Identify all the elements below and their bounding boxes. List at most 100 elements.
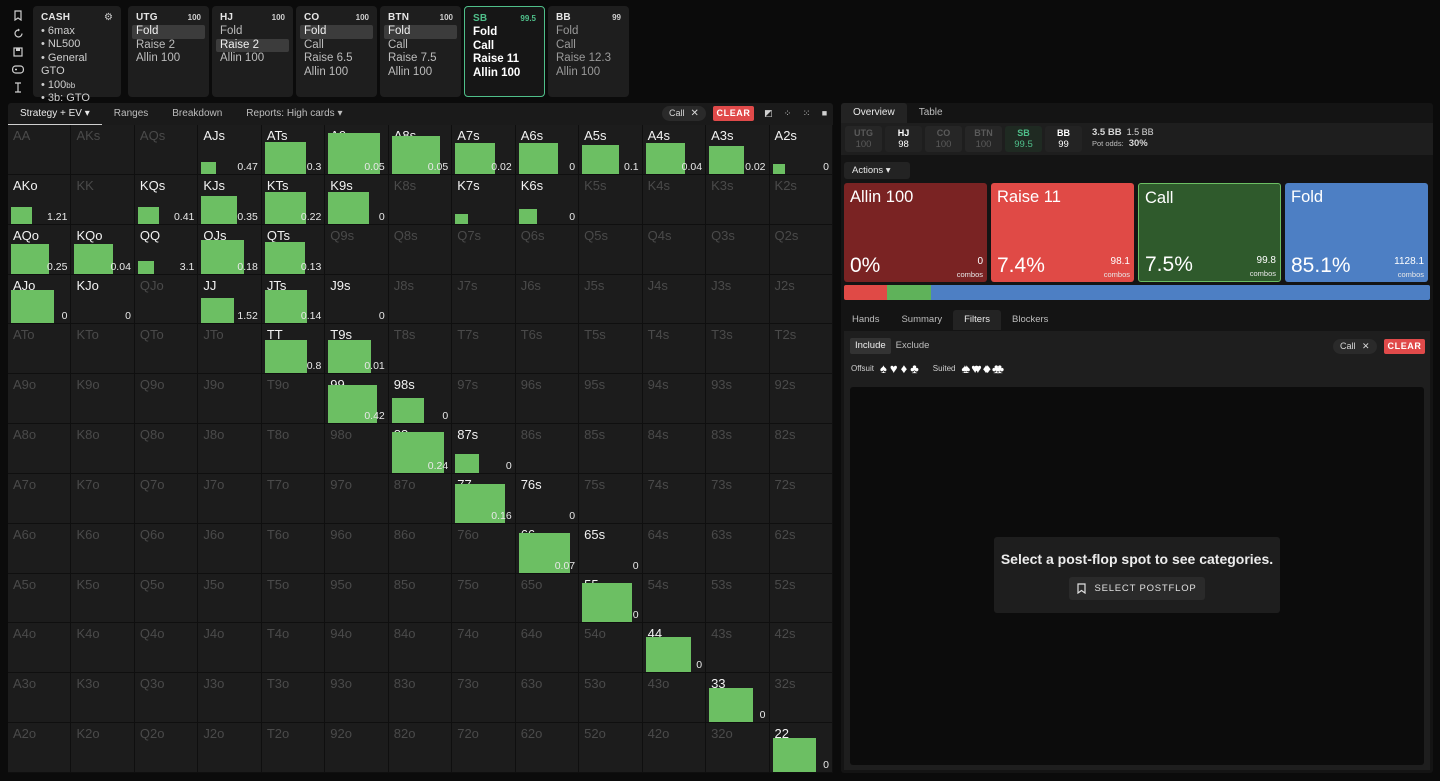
hand-cell[interactable]: 22 0 bbox=[769, 723, 833, 773]
hand-cell[interactable]: 96o bbox=[325, 523, 389, 574]
hand-cell[interactable]: QTs 0.13 bbox=[261, 224, 326, 275]
action-option[interactable]: Raise 12.3 bbox=[556, 52, 611, 64]
tab-ranges[interactable]: Ranges bbox=[113, 108, 149, 119]
grid-small-icon[interactable]: ⁘ bbox=[783, 108, 792, 118]
hand-cell[interactable]: T8o bbox=[261, 424, 326, 474]
hand-cell[interactable]: TT 0.8 bbox=[261, 324, 326, 375]
hand-cell[interactable]: K3o bbox=[71, 673, 135, 724]
hand-cell[interactable]: J9o bbox=[198, 374, 262, 425]
hand-cell[interactable]: 54o bbox=[579, 623, 643, 674]
hand-cell[interactable]: 32o bbox=[706, 723, 770, 773]
hand-cell[interactable]: 85s bbox=[579, 424, 643, 474]
gear-icon[interactable]: ⚙ bbox=[104, 12, 113, 23]
hand-cell[interactable]: T3o bbox=[261, 673, 326, 724]
hand-cell[interactable]: T7o bbox=[261, 473, 326, 524]
action-option[interactable]: Allin 100 bbox=[556, 65, 601, 78]
hand-cell[interactable]: 95s bbox=[579, 374, 643, 425]
hand-cell[interactable]: 660.07 bbox=[515, 523, 580, 574]
action-box-fold[interactable]: Fold 85.1% 1128.1 combos bbox=[1285, 183, 1428, 282]
hand-cell[interactable]: T5s bbox=[579, 324, 643, 375]
position-chip-bb[interactable]: BB 99 bbox=[1045, 126, 1082, 152]
refresh-icon[interactable] bbox=[10, 26, 26, 41]
hand-cell[interactable]: A3o bbox=[8, 673, 72, 724]
include-button[interactable]: Include bbox=[850, 338, 891, 354]
hand-cell[interactable]: 65o bbox=[515, 573, 580, 624]
hand-cell[interactable]: T9o bbox=[261, 374, 326, 425]
hand-cell[interactable]: JJ 1.52 bbox=[198, 274, 262, 325]
hand-cell[interactable]: J4s bbox=[642, 274, 707, 325]
tab-table[interactable]: Table bbox=[918, 107, 943, 118]
hand-cell[interactable]: 72o bbox=[452, 723, 516, 773]
hand-cell[interactable]: A7o bbox=[8, 473, 72, 524]
hand-cell[interactable]: 550 bbox=[579, 573, 643, 624]
hand-cell[interactable]: T4o bbox=[261, 623, 326, 674]
hand-cell[interactable]: A9o bbox=[8, 374, 72, 425]
hand-cell[interactable]: AKs bbox=[71, 125, 135, 175]
hand-cell[interactable]: 73s bbox=[706, 473, 770, 524]
hand-cell[interactable]: J8o bbox=[198, 424, 262, 474]
active-filter-chip[interactable]: Call ✕ bbox=[1333, 339, 1377, 354]
spade-pair-icon[interactable]: ♠♠ bbox=[961, 361, 970, 376]
hand-cell[interactable]: KQs 0.41 bbox=[134, 174, 199, 225]
hand-cell[interactable]: K3s bbox=[706, 174, 770, 225]
hand-cell[interactable]: 96s bbox=[515, 374, 580, 425]
diamond-pair-icon[interactable]: ♦♦ bbox=[982, 361, 992, 376]
hand-cell[interactable]: Q8s bbox=[388, 224, 453, 275]
hand-cell[interactable]: A5o bbox=[8, 573, 72, 624]
hand-cell[interactable]: AQo 0.25 bbox=[8, 224, 72, 275]
hand-cell[interactable]: KTo bbox=[71, 324, 135, 375]
hand-cell[interactable]: Q7o bbox=[134, 473, 199, 524]
hand-cell[interactable]: K9o bbox=[71, 374, 135, 425]
hand-cell[interactable]: 94s bbox=[642, 374, 707, 425]
hand-cell[interactable]: Q2s bbox=[769, 224, 833, 275]
tab-hands[interactable]: Hands bbox=[852, 314, 880, 325]
hand-cell[interactable]: A4s 0.04 bbox=[642, 125, 707, 175]
tab-overview[interactable]: Overview bbox=[841, 103, 907, 123]
hand-cell[interactable]: K2s bbox=[769, 174, 833, 225]
hand-cell[interactable]: 93o bbox=[325, 673, 389, 724]
action-option[interactable]: Raise 2 bbox=[136, 38, 175, 51]
exclude-button[interactable]: Exclude bbox=[895, 340, 930, 351]
hand-cell[interactable]: 990.42 bbox=[325, 374, 389, 425]
hand-cell[interactable]: T2s bbox=[769, 324, 833, 375]
hand-cell[interactable]: Q4o bbox=[134, 623, 199, 674]
grid-large-icon[interactable]: ■ bbox=[821, 108, 828, 118]
hand-cell[interactable]: K4o bbox=[71, 623, 135, 674]
hand-cell[interactable]: Q5s bbox=[579, 224, 643, 275]
hand-cell[interactable]: 84o bbox=[388, 623, 453, 674]
clear-filter-button[interactable]: CLEAR bbox=[1384, 339, 1425, 354]
hand-cell[interactable]: QJo bbox=[134, 274, 199, 325]
hand-cell[interactable]: J5o bbox=[198, 573, 262, 624]
hand-cell[interactable]: T7s bbox=[452, 324, 516, 375]
hand-cell[interactable]: K8o bbox=[71, 424, 135, 474]
position-card-co[interactable]: CO 100 Fold Call Raise 6.5 Allin 100 bbox=[296, 6, 377, 97]
tab-reports[interactable]: Reports: High cards ▾ bbox=[246, 108, 343, 119]
hand-cell[interactable]: T6o bbox=[261, 523, 326, 574]
hand-cell[interactable]: T8s bbox=[388, 324, 453, 375]
hand-cell[interactable]: 85o bbox=[388, 573, 453, 624]
hand-cell[interactable]: J8s bbox=[388, 274, 453, 325]
hand-cell[interactable]: 43o bbox=[642, 673, 707, 724]
action-option[interactable]: Allin 100 bbox=[220, 52, 265, 64]
hand-cell[interactable]: J7s bbox=[452, 274, 516, 325]
hand-cell[interactable]: T2o bbox=[261, 723, 326, 773]
action-option[interactable]: Raise 11 bbox=[473, 53, 520, 65]
hand-cell[interactable]: 65s 0 bbox=[579, 523, 643, 574]
hand-cell[interactable]: A8o bbox=[8, 424, 72, 474]
hand-cell[interactable]: K5o bbox=[71, 573, 135, 624]
hand-cell[interactable]: A4o bbox=[8, 623, 72, 674]
hand-cell[interactable]: 86s bbox=[515, 424, 580, 474]
actions-dropdown[interactable]: Actions ▾ bbox=[844, 162, 910, 179]
hand-cell[interactable]: 42s bbox=[769, 623, 833, 674]
heart-icon[interactable]: ♥ bbox=[889, 361, 898, 376]
hand-cell[interactable]: 43s bbox=[706, 623, 770, 674]
position-card-hj[interactable]: HJ 100 Fold Raise 2 Allin 100 bbox=[212, 6, 293, 97]
position-card-btn[interactable]: BTN 100 Fold Call Raise 7.5 Allin 100 bbox=[380, 6, 461, 97]
action-box-raise[interactable]: Raise 11 7.4% 98.1 combos bbox=[991, 183, 1134, 282]
hand-cell[interactable]: K7o bbox=[71, 473, 135, 524]
action-option[interactable]: Call bbox=[473, 39, 495, 52]
hand-cell[interactable]: K6o bbox=[71, 523, 135, 574]
hand-cell[interactable]: T5o bbox=[261, 573, 326, 624]
hand-cell[interactable]: J2o bbox=[198, 723, 262, 773]
gamepad-icon[interactable] bbox=[10, 62, 26, 77]
